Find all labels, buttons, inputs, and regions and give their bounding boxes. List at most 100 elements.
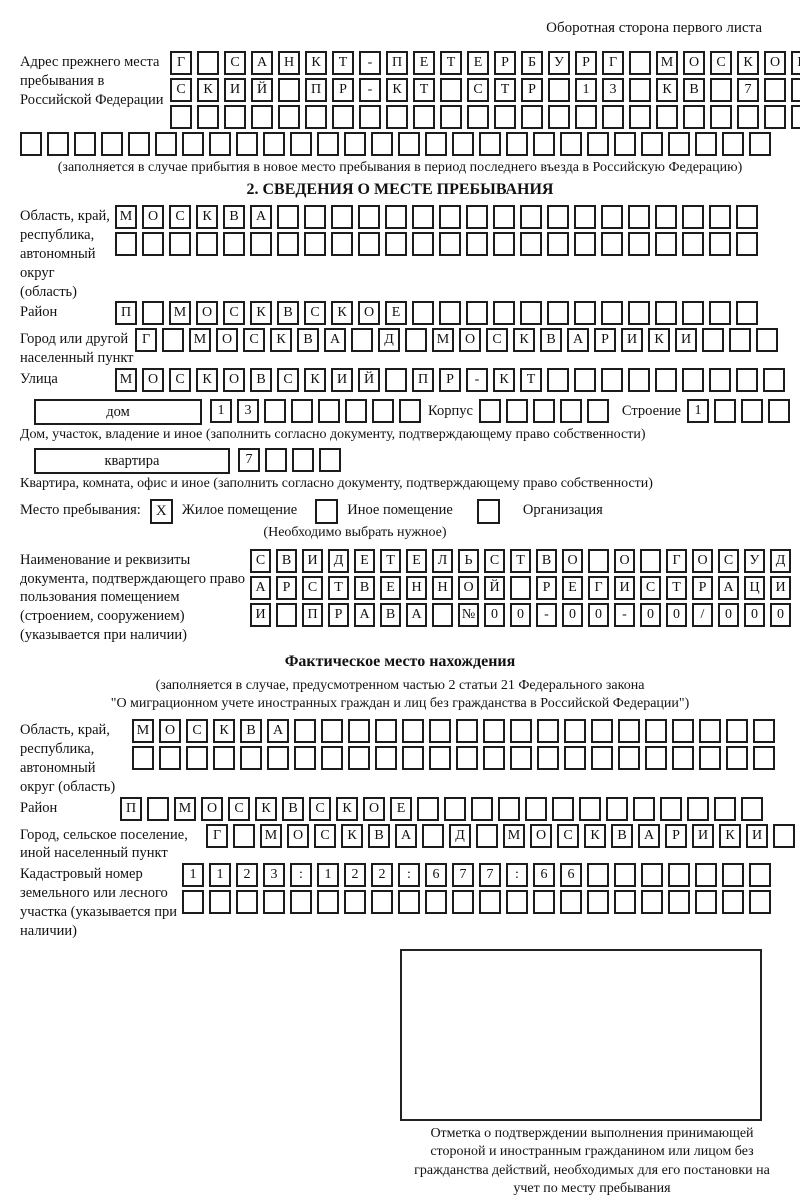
other-premises-checkbox[interactable] <box>315 499 339 525</box>
char-box[interactable]: К <box>336 796 358 821</box>
char-box[interactable] <box>537 719 559 744</box>
char-box[interactable] <box>628 205 650 230</box>
char-box[interactable] <box>601 368 623 393</box>
char-box[interactable] <box>614 863 636 888</box>
char-box[interactable]: К <box>656 78 678 102</box>
char-box[interactable] <box>587 863 609 888</box>
char-box[interactable]: В <box>611 823 633 848</box>
char-box[interactable] <box>753 719 775 744</box>
char-box[interactable]: Й <box>358 368 380 393</box>
char-box[interactable] <box>575 105 597 129</box>
char-box[interactable] <box>493 205 515 230</box>
char-box[interactable]: К <box>584 823 606 848</box>
char-box[interactable] <box>560 132 582 156</box>
char-box[interactable] <box>467 105 489 129</box>
char-box[interactable] <box>709 205 731 230</box>
char-box[interactable]: Е <box>385 301 407 326</box>
char-box[interactable]: А <box>267 719 289 744</box>
char-box[interactable] <box>142 301 164 326</box>
char-box[interactable] <box>439 205 461 230</box>
char-box[interactable] <box>132 746 154 771</box>
char-box[interactable]: О <box>216 328 238 353</box>
char-box[interactable]: В <box>282 796 304 821</box>
char-box[interactable] <box>645 719 667 744</box>
char-box[interactable]: 7 <box>238 448 260 473</box>
char-box[interactable] <box>709 301 731 326</box>
char-box[interactable] <box>710 105 732 129</box>
char-box[interactable] <box>737 105 759 129</box>
char-box[interactable] <box>510 746 532 771</box>
char-box[interactable] <box>304 232 326 257</box>
char-box[interactable] <box>351 328 373 353</box>
char-box[interactable] <box>466 301 488 326</box>
char-box[interactable] <box>276 602 297 627</box>
char-box[interactable]: Г <box>588 575 609 600</box>
char-box[interactable] <box>456 746 478 771</box>
char-box[interactable] <box>493 301 515 326</box>
char-box[interactable]: Т <box>666 575 687 600</box>
char-box[interactable]: В <box>277 301 299 326</box>
char-box[interactable] <box>606 796 628 821</box>
char-box[interactable] <box>629 78 651 102</box>
char-box[interactable]: Р <box>594 328 616 353</box>
char-box[interactable]: С <box>486 328 508 353</box>
char-box[interactable] <box>321 746 343 771</box>
char-box[interactable] <box>358 232 380 257</box>
char-box[interactable] <box>736 205 758 230</box>
char-box[interactable] <box>726 719 748 744</box>
char-box[interactable]: К <box>255 796 277 821</box>
char-box[interactable] <box>444 796 466 821</box>
char-box[interactable] <box>182 132 204 156</box>
char-box[interactable] <box>564 746 586 771</box>
char-box[interactable]: У <box>548 51 570 75</box>
char-box[interactable] <box>668 890 690 915</box>
char-box[interactable] <box>115 232 137 257</box>
char-box[interactable] <box>532 399 555 424</box>
char-box[interactable]: В <box>223 205 245 230</box>
char-box[interactable] <box>197 51 219 75</box>
char-box[interactable] <box>169 232 191 257</box>
char-box[interactable] <box>521 105 543 129</box>
char-box[interactable]: В <box>240 719 262 744</box>
char-box[interactable]: В <box>354 575 375 600</box>
char-box[interactable] <box>265 448 287 473</box>
char-box[interactable]: А <box>250 575 271 600</box>
char-box[interactable]: А <box>250 205 272 230</box>
char-box[interactable] <box>740 399 763 424</box>
char-box[interactable]: О <box>142 205 164 230</box>
char-box[interactable] <box>439 301 461 326</box>
char-box[interactable]: М <box>174 796 196 821</box>
char-box[interactable] <box>574 301 596 326</box>
char-box[interactable]: М <box>169 301 191 326</box>
char-box[interactable] <box>749 863 771 888</box>
char-box[interactable]: С <box>467 78 489 102</box>
char-box[interactable]: О <box>764 51 786 75</box>
char-box[interactable]: : <box>506 863 528 888</box>
char-box[interactable] <box>478 399 501 424</box>
char-box[interactable]: С <box>170 78 192 102</box>
char-box[interactable]: 2 <box>344 863 366 888</box>
char-box[interactable] <box>687 796 709 821</box>
char-box[interactable]: / <box>692 602 713 627</box>
char-box[interactable] <box>710 78 732 102</box>
char-box[interactable]: О <box>223 368 245 393</box>
char-box[interactable]: М <box>189 328 211 353</box>
char-box[interactable] <box>729 328 751 353</box>
char-box[interactable] <box>614 132 636 156</box>
char-box[interactable]: И <box>224 78 246 102</box>
char-box[interactable]: Р <box>439 368 461 393</box>
char-box[interactable] <box>456 719 478 744</box>
char-box[interactable] <box>290 132 312 156</box>
char-box[interactable] <box>319 448 341 473</box>
char-box[interactable]: - <box>359 51 381 75</box>
char-box[interactable] <box>641 132 663 156</box>
char-box[interactable] <box>520 301 542 326</box>
char-box[interactable] <box>682 232 704 257</box>
char-box[interactable]: С <box>557 823 579 848</box>
char-box[interactable]: Д <box>770 548 791 573</box>
char-box[interactable]: П <box>412 368 434 393</box>
char-box[interactable]: В <box>683 78 705 102</box>
char-box[interactable] <box>479 132 501 156</box>
char-box[interactable] <box>385 368 407 393</box>
char-box[interactable]: 1 <box>182 863 204 888</box>
